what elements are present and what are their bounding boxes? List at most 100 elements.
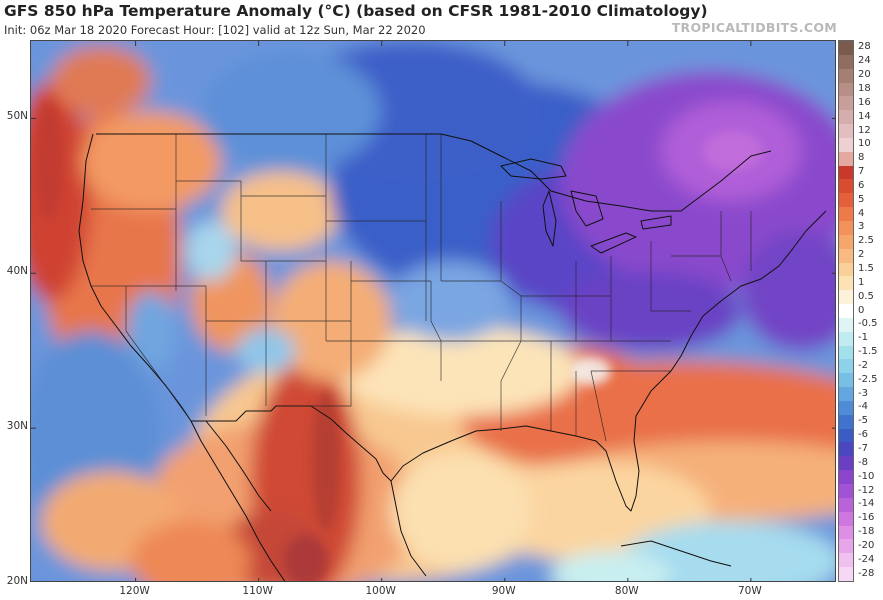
colorbar-label: -0.5 xyxy=(858,318,878,330)
colorbar-swatch xyxy=(839,110,853,125)
colorbar-label: -7 xyxy=(858,442,868,454)
anomaly-detail xyxy=(35,101,763,581)
colorbar xyxy=(838,40,854,582)
lon-label: 110W xyxy=(242,585,273,597)
colorbar-label: 2 xyxy=(858,249,865,261)
colorbar-label: 16 xyxy=(858,96,871,108)
east-coast xyxy=(633,210,827,472)
colorbar-swatch xyxy=(839,262,853,277)
brand-watermark: TROPICALTIDBITS.COM xyxy=(671,20,837,35)
colorbar-swatch xyxy=(839,165,853,180)
colorbar-label: -14 xyxy=(858,498,875,510)
colorbar-swatch xyxy=(839,442,853,457)
colorbar-swatch xyxy=(839,567,853,581)
colorbar-swatch xyxy=(839,193,853,208)
colorbar-swatch xyxy=(839,179,853,194)
colorbar-swatch xyxy=(839,124,853,138)
colorbar-swatch xyxy=(839,68,853,83)
anomaly-field xyxy=(31,41,835,581)
colorbar-label: 2.5 xyxy=(858,235,874,247)
colorbar-label: -1.5 xyxy=(858,346,878,358)
colorbar-swatch xyxy=(839,511,853,526)
colorbar-swatch xyxy=(839,414,853,429)
colorbar-label: 20 xyxy=(858,69,871,81)
colorbar-label: -8 xyxy=(858,456,868,468)
canada-border xyxy=(96,133,772,212)
colorbar-label: -24 xyxy=(858,553,875,565)
colorbar-label: -16 xyxy=(858,512,875,524)
mexico-border xyxy=(191,405,392,482)
colorbar-label: 10 xyxy=(858,138,871,150)
map-subtitle: Init: 06z Mar 18 2020 Forecast Hour: [10… xyxy=(4,23,426,37)
cuba xyxy=(620,540,732,567)
lon-label: 70W xyxy=(737,585,762,597)
frame-ticks xyxy=(31,41,835,581)
colorbar-swatch xyxy=(839,82,853,97)
lake-ontario xyxy=(640,215,672,230)
lake-superior xyxy=(500,158,567,180)
colorbar-label: -2.5 xyxy=(858,373,878,385)
colorbar-label: 7 xyxy=(858,166,865,178)
colorbar-label: -12 xyxy=(858,484,875,496)
colorbar-label: -20 xyxy=(858,539,875,551)
lon-label: 100W xyxy=(365,585,396,597)
lat-label: 30N xyxy=(6,420,28,433)
colorbar-swatch xyxy=(839,137,853,152)
gulf-of-california xyxy=(205,420,272,512)
colorbar-label: -18 xyxy=(858,526,875,538)
gulf-coast xyxy=(390,425,640,512)
colorbar-swatch xyxy=(839,234,853,249)
colorbar-swatch xyxy=(839,553,853,568)
mexico-pacific-coast xyxy=(190,420,286,581)
colorbar-label: -3 xyxy=(858,387,868,399)
lake-michigan xyxy=(542,190,557,247)
state-borders xyxy=(91,134,752,442)
colorbar-label: -4 xyxy=(858,401,868,413)
colorbar-label: -5 xyxy=(858,415,868,427)
colorbar-label: 8 xyxy=(858,152,865,164)
colorbar-swatch xyxy=(839,220,853,235)
colorbar-swatch xyxy=(839,539,853,554)
mexico-gulf-coast xyxy=(390,480,427,577)
colorbar-swatch xyxy=(839,359,853,374)
map-title: GFS 850 hPa Temperature Anomaly (°C) (ba… xyxy=(4,2,708,20)
colorbar-swatch xyxy=(839,290,853,305)
colorbar-swatch xyxy=(839,317,853,332)
colorbar-swatch xyxy=(839,96,853,111)
colorbar-label: -6 xyxy=(858,429,868,441)
colorbar-label: 0 xyxy=(858,304,865,316)
lat-label: 20N xyxy=(6,575,28,587)
colorbar-swatch xyxy=(839,54,853,69)
colorbar-label: 18 xyxy=(858,82,871,94)
lake-huron xyxy=(570,190,604,227)
lake-erie xyxy=(590,232,637,254)
colorbar-label: 0.5 xyxy=(858,290,874,302)
colorbar-swatch xyxy=(839,470,853,484)
colorbar-label: 6 xyxy=(858,179,865,191)
colorbar-swatch xyxy=(839,400,853,415)
colorbar-swatch xyxy=(839,345,853,360)
colorbar-label: 28 xyxy=(858,41,871,53)
colorbar-swatch xyxy=(839,151,853,166)
colorbar-swatch xyxy=(839,428,853,443)
lon-label: 120W xyxy=(119,585,150,597)
colorbar-label: 12 xyxy=(858,124,871,136)
colorbar-swatch xyxy=(839,484,853,498)
colorbar-label: 14 xyxy=(858,110,871,122)
colorbar-label: 1 xyxy=(858,276,865,288)
colorbar-swatch xyxy=(839,373,853,388)
lon-label: 80W xyxy=(614,585,639,597)
colorbar-swatch xyxy=(839,207,853,221)
colorbar-swatch xyxy=(839,387,853,401)
colorbar-label: 5 xyxy=(858,193,865,205)
colorbar-swatch xyxy=(839,497,853,512)
colorbar-swatch xyxy=(839,41,853,55)
colorbar-label: -10 xyxy=(858,470,875,482)
colorbar-swatch xyxy=(839,304,853,318)
colorbar-swatch xyxy=(839,248,853,263)
colorbar-swatch xyxy=(839,276,853,291)
colorbar-label: -2 xyxy=(858,359,868,371)
colorbar-label: 1.5 xyxy=(858,262,874,274)
map-outlines xyxy=(78,133,827,581)
colorbar-label: -28 xyxy=(858,567,875,579)
